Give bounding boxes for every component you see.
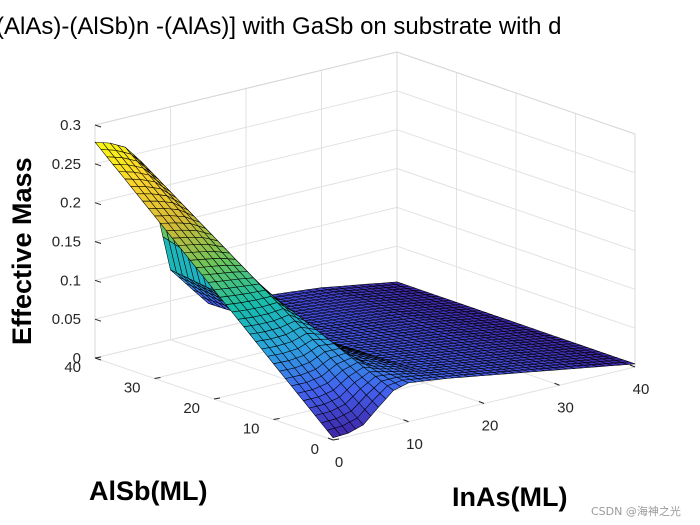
x-tick-mark [629, 364, 636, 368]
y-tick-mark [332, 438, 340, 441]
z-tick-label: 0.15 [52, 234, 81, 251]
grid-wall-z [396, 90, 636, 174]
surface-patch [326, 427, 341, 438]
y-tick-label: 20 [183, 400, 200, 417]
watermark: CSDN @海神之光 [591, 504, 681, 518]
x-tick-label: 20 [482, 418, 499, 435]
grid-wall-z [396, 168, 636, 251]
z-tick-mark [94, 279, 102, 283]
z-tick-label: 0.2 [60, 195, 81, 212]
y-tick-label: 10 [243, 421, 260, 438]
x-tick-label: 30 [557, 399, 574, 416]
x-tick-label: 40 [633, 381, 650, 398]
grid-wall-z [396, 206, 636, 290]
x-tick-mark [327, 437, 334, 441]
z-tick-mark [94, 318, 102, 322]
grid-wall-z [94, 206, 398, 281]
y-tick-label: 0 [311, 441, 319, 458]
grid-wall-z [396, 245, 636, 329]
z-tick-label: 0.3 [60, 117, 81, 134]
z-tick-label: 0 [73, 350, 81, 367]
z-tick-mark [94, 357, 102, 361]
y-tick-label: 30 [124, 380, 141, 397]
box-edge [94, 51, 398, 126]
x-tick-label: 10 [406, 436, 423, 453]
x-tick-mark [554, 382, 560, 386]
z-tick-mark [94, 241, 102, 244]
z-axis-label: Effective Mass [7, 157, 37, 345]
z-tick-label: 0.1 [60, 272, 81, 289]
grid-wall-z [396, 129, 636, 213]
x-tick-label: 0 [335, 454, 343, 471]
surface-mesh [94, 141, 636, 438]
z-tick-mark [94, 202, 102, 206]
z-tick-label: 0.25 [52, 156, 81, 173]
y-tick-mark [154, 377, 161, 379]
z-tick-mark [94, 163, 102, 167]
y-tick-label: 40 [64, 359, 81, 376]
chart-title: (AlAs)-(AlSb)n -(AlAs)] with GaSb on sub… [0, 13, 562, 40]
y-tick-mark [273, 418, 280, 420]
grid-wall-z [94, 90, 398, 165]
grid-wall-z [94, 168, 398, 242]
box-edge [396, 51, 636, 135]
x-axis-label: InAs(ML) [452, 482, 567, 512]
x-tick-mark [478, 401, 485, 404]
z-tick-mark [94, 124, 102, 128]
y-axis-label: AlSb(ML) [89, 476, 207, 506]
z-tick-label: 0.05 [52, 311, 81, 328]
y-tick-mark [213, 397, 221, 400]
x-tick-mark [403, 419, 409, 423]
